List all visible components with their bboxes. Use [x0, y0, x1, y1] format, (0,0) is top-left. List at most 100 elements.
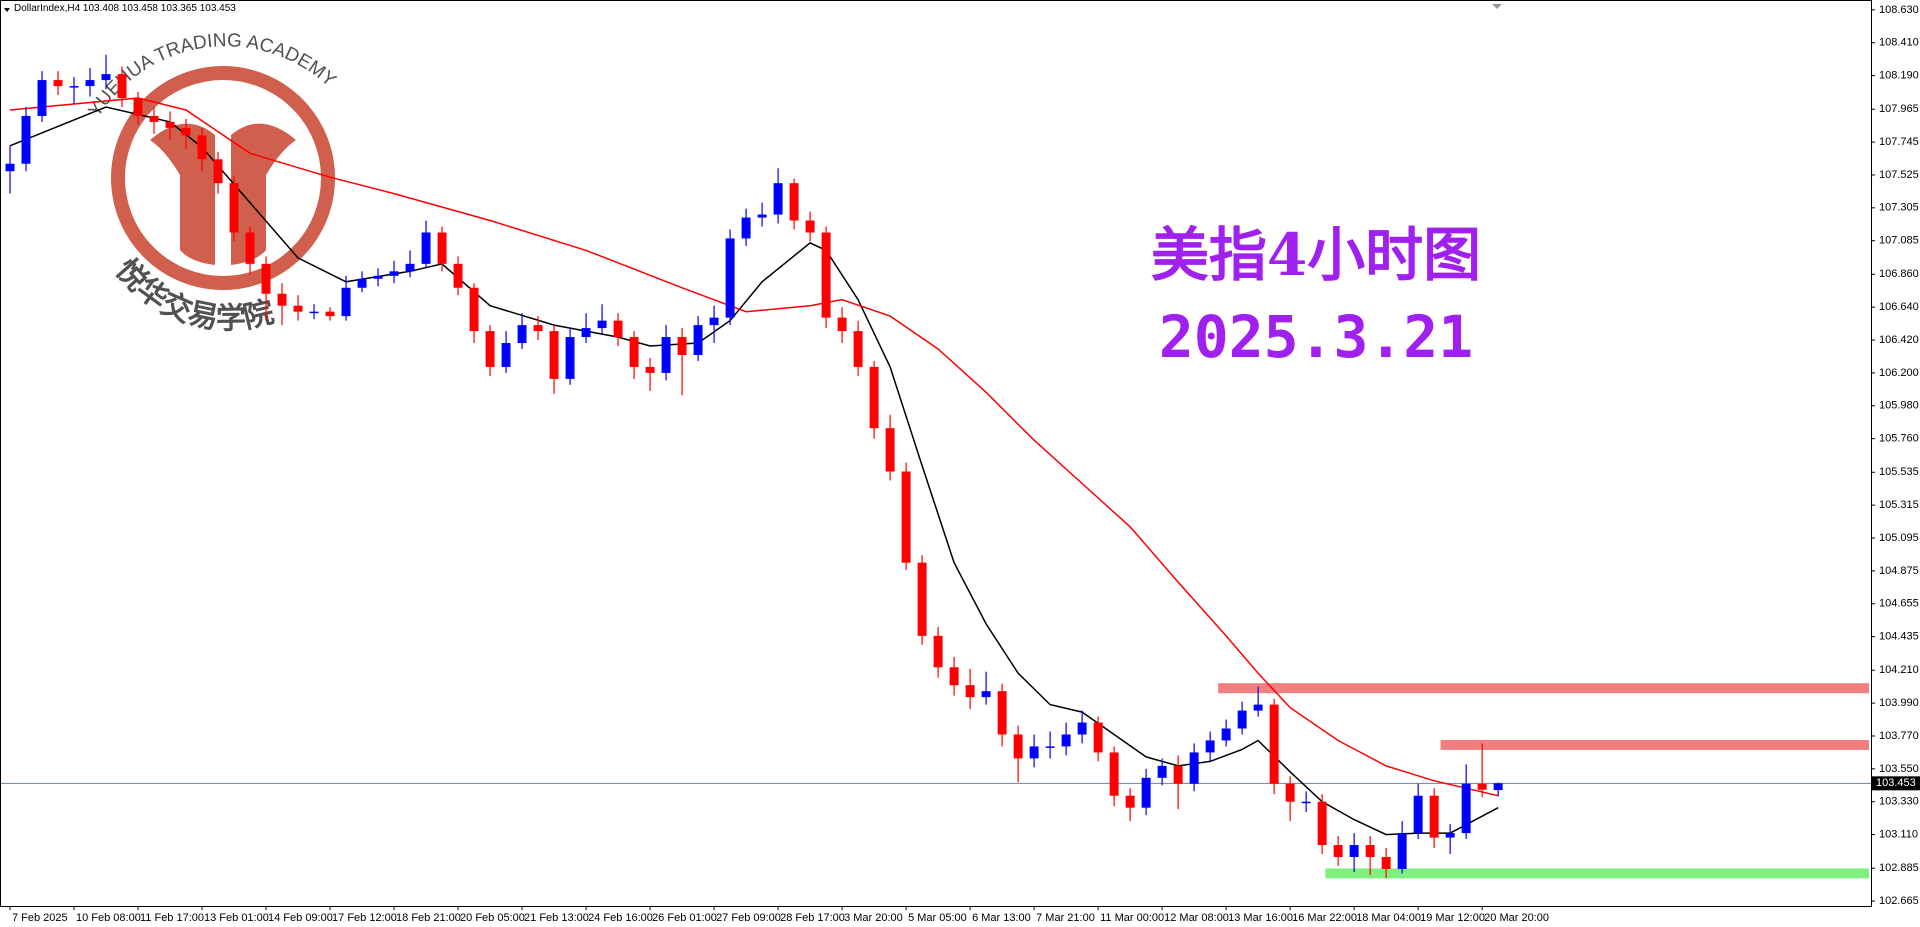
- candle-body: [1125, 795, 1135, 808]
- candle-body: [1381, 856, 1391, 869]
- candle-body: [325, 311, 335, 317]
- candle-body: [469, 287, 479, 332]
- y-tick-label: 104.875: [1879, 565, 1919, 577]
- y-tick-label: 103.110: [1879, 828, 1918, 840]
- candle-body: [1045, 746, 1055, 748]
- y-tick-label: 102.665: [1879, 895, 1919, 907]
- candle-body: [597, 320, 607, 329]
- candle-body: [1061, 734, 1071, 747]
- y-tick-label: 106.640: [1879, 301, 1919, 313]
- x-tick-label: 13 Mar 16:00: [1228, 912, 1293, 924]
- candle-body: [757, 214, 767, 218]
- candle-body: [1237, 710, 1247, 729]
- price-label-box: [1872, 776, 1920, 791]
- candle-body: [437, 232, 447, 264]
- candle-body: [1221, 728, 1231, 741]
- moving-average: [9, 106, 1499, 836]
- y-tick-label: 103.550: [1879, 763, 1919, 775]
- logo-leaf: [231, 123, 296, 265]
- candle-body: [293, 305, 303, 312]
- candle-body: [965, 685, 975, 698]
- y-tick-label: 106.860: [1879, 268, 1919, 280]
- candle-body: [1317, 801, 1327, 846]
- candle-body: [741, 217, 751, 239]
- x-tick-label: 12 Mar 08:00: [1164, 912, 1229, 924]
- candle-body: [101, 74, 111, 81]
- candle-body: [613, 320, 623, 338]
- x-tick-label: 6 Mar 13:00: [972, 912, 1031, 924]
- candle-body: [421, 232, 431, 264]
- y-tick-label: 107.745: [1879, 136, 1919, 148]
- candle-body: [1013, 734, 1023, 759]
- candle-body: [1333, 845, 1343, 857]
- candle-body: [629, 337, 639, 367]
- plot-border: [0, 0, 1872, 907]
- candle-body: [389, 271, 399, 276]
- x-tick-label: 21 Feb 13:00: [524, 912, 589, 924]
- candle-body: [1461, 783, 1471, 834]
- level-zone: [1440, 739, 1869, 750]
- candle-body: [1285, 783, 1295, 802]
- candle-body: [85, 80, 95, 87]
- y-tick-label: 106.200: [1879, 367, 1919, 379]
- candle-body: [357, 278, 367, 288]
- level-zone: [1325, 868, 1869, 879]
- y-tick-label: 107.085: [1879, 235, 1919, 247]
- y-tick-label: 105.760: [1879, 433, 1919, 445]
- candle-body: [917, 562, 927, 636]
- menu-arrow[interactable]: [4, 8, 10, 12]
- candle-body: [1029, 746, 1039, 759]
- x-tick-label: 13 Feb 01:00: [204, 912, 269, 924]
- candle-body: [853, 331, 863, 367]
- candle-body: [341, 287, 351, 317]
- candle-body: [869, 366, 879, 429]
- title: 美指4小时图: [1151, 221, 1481, 289]
- candle-body: [165, 121, 175, 128]
- candle-body: [117, 74, 127, 99]
- plot-area: [0, 54, 1871, 879]
- y-tick-label: 105.535: [1879, 466, 1919, 478]
- x-tick-label: 11 Feb 17:00: [140, 912, 204, 924]
- x-tick-label: 20 Feb 05:00: [460, 912, 525, 924]
- x-tick-label: 11 Mar 00:00: [1100, 912, 1164, 924]
- candle-body: [37, 80, 47, 116]
- candle-body: [1349, 845, 1359, 857]
- x-tick-label: 24 Feb 16:00: [588, 912, 653, 924]
- candle-body: [1205, 740, 1215, 753]
- candle-body: [1157, 765, 1167, 778]
- x-tick-label: 7 Mar 21:00: [1036, 912, 1095, 924]
- candle-body: [501, 343, 511, 367]
- candle-body: [133, 98, 143, 116]
- y-tick-label: 103.330: [1879, 796, 1919, 808]
- x-tick-label: 10 Feb 08:00: [76, 912, 141, 924]
- candle-body: [309, 311, 319, 314]
- candle-body: [1301, 801, 1311, 804]
- y-tick-label: 106.420: [1879, 334, 1919, 346]
- candle-body: [261, 263, 271, 294]
- candle-body: [1429, 795, 1439, 838]
- candle-body: [1093, 722, 1103, 753]
- candle-body: [901, 471, 911, 563]
- x-tick-label: 18 Feb 21:00: [396, 912, 461, 924]
- candle-body: [837, 317, 847, 332]
- candle-body: [661, 337, 671, 373]
- y-tick-label: 104.435: [1879, 631, 1919, 643]
- y-tick-label: 107.525: [1879, 169, 1919, 181]
- candle-body: [1413, 795, 1423, 834]
- moving-average: [9, 97, 1499, 797]
- candle-body: [69, 86, 79, 88]
- y-tick-label: 102.885: [1879, 862, 1919, 874]
- y-tick-label: 108.630: [1879, 4, 1919, 16]
- logo-ring: [111, 66, 335, 290]
- candle-body: [517, 325, 527, 344]
- candle-body: [1445, 833, 1455, 838]
- candle-body: [549, 331, 559, 379]
- candle-body: [1253, 704, 1263, 711]
- y-tick-label: 104.655: [1879, 598, 1919, 610]
- candle-body: [1109, 752, 1119, 796]
- candle-body: [373, 275, 383, 279]
- candle-body: [789, 183, 799, 221]
- x-tick-label: 20 Mar 20:00: [1484, 912, 1549, 924]
- x-tick-label: 27 Feb 09:00: [716, 912, 781, 924]
- candle-body: [821, 232, 831, 318]
